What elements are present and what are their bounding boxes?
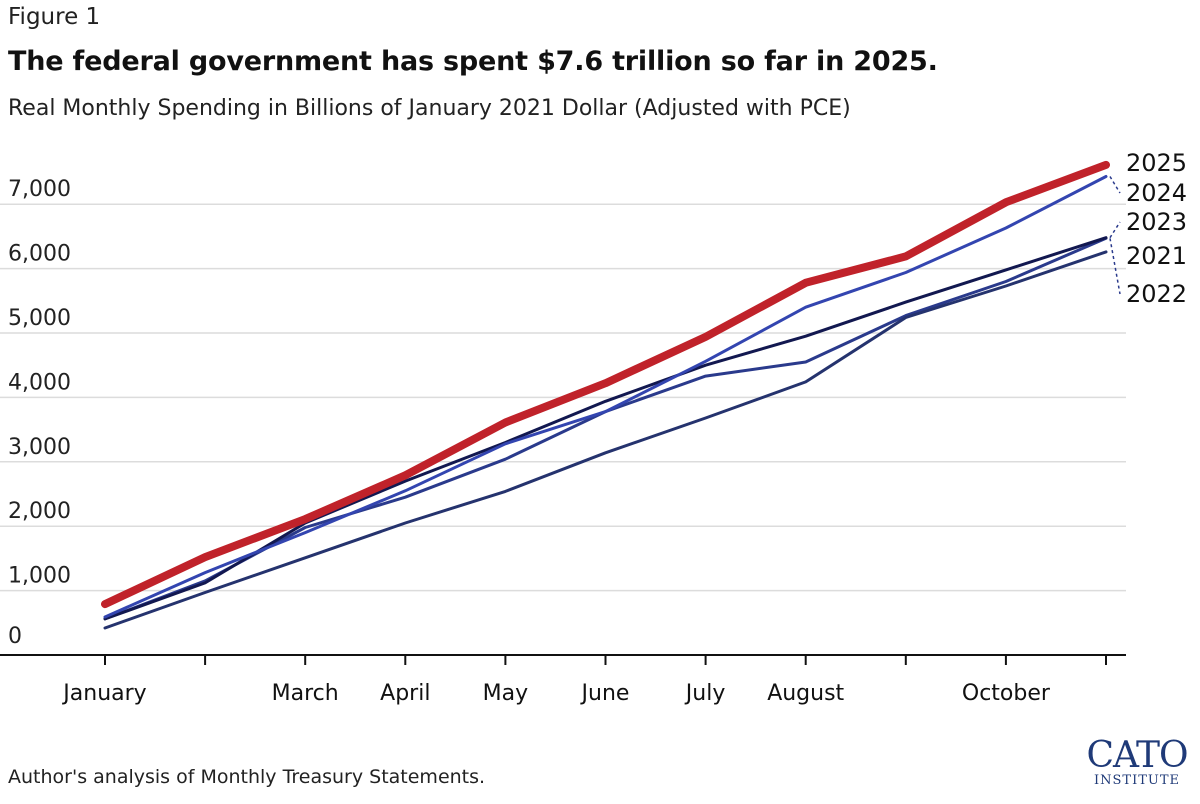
x-tick-label-april: April xyxy=(380,681,430,706)
cato-logo: CATO INSTITUTE xyxy=(1080,738,1194,788)
y-tick-label-3000: 3,000 xyxy=(8,435,71,460)
x-tick-label-january: January xyxy=(61,681,146,706)
logo-main-text: CATO xyxy=(1086,735,1188,776)
series-line-2025 xyxy=(101,160,1110,609)
y-tick-label-5000: 5,000 xyxy=(8,306,71,331)
y-axis-ticks: 0 1,000 2,000 3,000 4,000 5,000 6,000 7,000 xyxy=(8,177,71,649)
label-connectors xyxy=(1109,176,1121,295)
connector-2024 xyxy=(1109,176,1121,194)
y-tick-label-7000: 7,000 xyxy=(8,177,71,202)
series-line-2021 xyxy=(103,250,1108,630)
figure-label: Figure 1 xyxy=(8,4,101,30)
chart-subtitle: Real Monthly Spending in Billions of Jan… xyxy=(8,96,851,121)
connector-2023 xyxy=(1109,221,1121,239)
series-line-2022 xyxy=(103,236,1108,621)
y-tick-label-4000: 4,000 xyxy=(8,370,71,395)
series-line-2023 xyxy=(103,236,1108,621)
x-tick-label-august: August xyxy=(767,681,844,706)
x-tick-label-june: June xyxy=(580,681,630,706)
source-note: Author's analysis of Monthly Treasury St… xyxy=(8,766,486,788)
end-label-2022: 2022 xyxy=(1126,280,1187,308)
end-label-2021: 2021 xyxy=(1126,242,1187,270)
chart-title: The federal government has spent $7.6 tr… xyxy=(8,46,938,77)
logo-sub-text: INSTITUTE xyxy=(1093,773,1180,788)
x-axis: January March April May June July August Octobe… xyxy=(0,654,1126,706)
x-tick-label-march: March xyxy=(272,681,339,706)
end-label-2024: 2024 xyxy=(1126,179,1187,207)
x-tick-label-october: October xyxy=(962,681,1051,706)
end-label-2025: 2025 xyxy=(1126,149,1187,177)
x-tick-label-may: May xyxy=(483,681,528,706)
end-label-2023: 2023 xyxy=(1126,208,1187,236)
series-line-2024 xyxy=(103,175,1108,619)
y-tick-label-6000: 6,000 xyxy=(8,242,71,267)
connector-2022 xyxy=(1109,238,1121,295)
y-tick-label-0: 0 xyxy=(8,624,22,649)
series-lines xyxy=(101,160,1110,630)
y-tick-label-1000: 1,000 xyxy=(8,564,71,589)
x-tick-label-july: July xyxy=(684,681,726,706)
y-tick-label-2000: 2,000 xyxy=(8,499,71,524)
